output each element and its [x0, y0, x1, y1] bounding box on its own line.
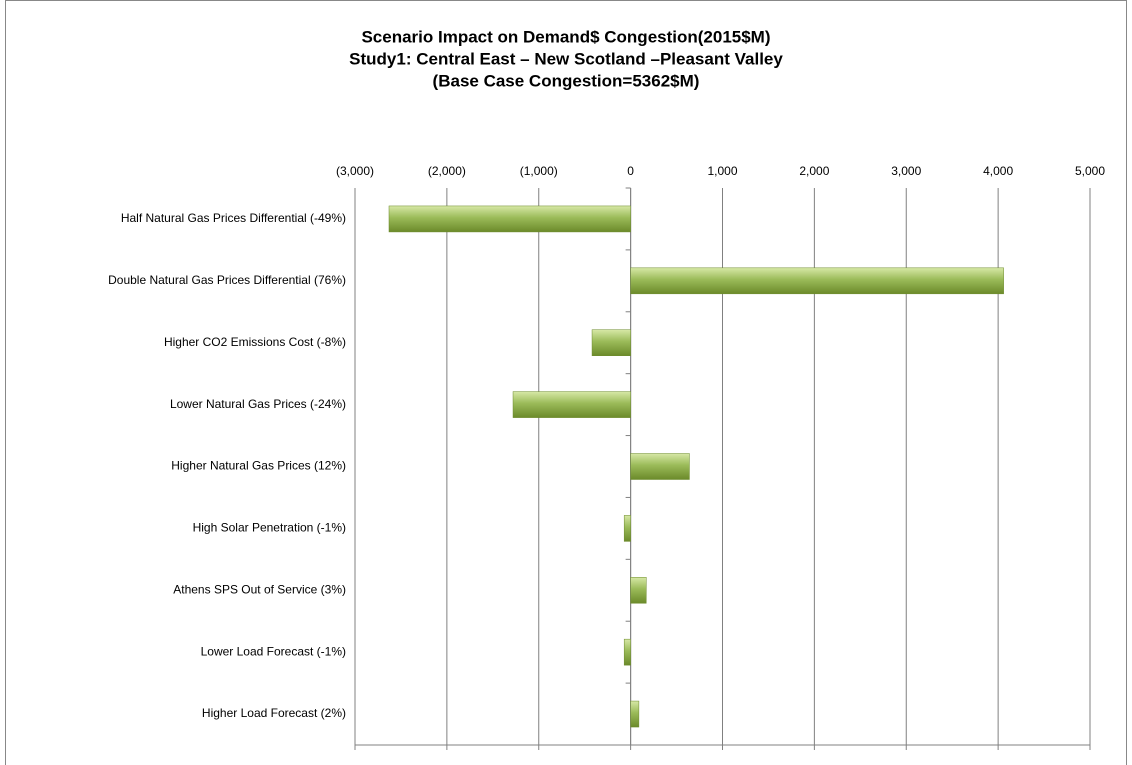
- x-tick-label: (1,000): [520, 164, 558, 178]
- bar: [623, 638, 631, 666]
- y-tick-label: Lower Natural Gas Prices (-24%): [170, 397, 346, 411]
- y-tick-label: Double Natural Gas Prices Differential (…: [108, 273, 346, 287]
- chart-title: Study1: Central East – New Scotland –Ple…: [349, 49, 783, 68]
- y-tick-label: Higher Load Forecast (2%): [202, 706, 346, 720]
- x-tick-label: 2,000: [799, 164, 829, 178]
- bar: [630, 267, 1004, 295]
- y-tick-label: Half Natural Gas Prices Differential (-4…: [121, 211, 346, 225]
- x-tick-label: (3,000): [336, 164, 374, 178]
- bar: [512, 391, 631, 418]
- x-tick-label: 3,000: [891, 164, 921, 178]
- x-tick-label: 4,000: [983, 164, 1013, 178]
- bar: [630, 577, 647, 604]
- chart-frame: [5, 0, 1127, 765]
- y-tick-label: Higher Natural Gas Prices (12%): [171, 459, 346, 473]
- y-tick-label: Lower Load Forecast (-1%): [201, 644, 346, 658]
- bar: [388, 205, 631, 233]
- y-tick-label: Athens SPS Out of Service (3%): [173, 582, 346, 596]
- x-tick-label: 5,000: [1075, 164, 1105, 178]
- x-tick-label: 0: [627, 164, 634, 178]
- y-tick-label: Higher CO2 Emissions Cost (-8%): [164, 335, 346, 349]
- bar: [591, 329, 631, 356]
- bar: [630, 453, 690, 480]
- x-tick-label: 1,000: [707, 164, 737, 178]
- y-tick-label: High Solar Penetration (-1%): [193, 521, 346, 535]
- bar: [623, 515, 631, 542]
- chart-title: Scenario Impact on Demand$ Congestion(20…: [361, 27, 770, 46]
- chart-title: (Base Case Congestion=5362$M): [433, 71, 700, 90]
- x-tick-label: (2,000): [428, 164, 466, 178]
- bar: [630, 700, 640, 728]
